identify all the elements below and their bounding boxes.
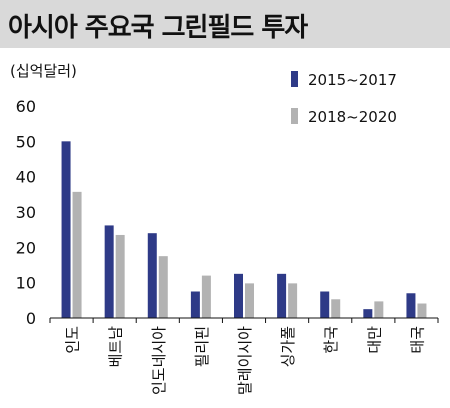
legend-label-2015-2017: 2015~2017	[308, 71, 397, 89]
y-tick-label: 60	[16, 97, 36, 116]
bar-series2-5	[288, 283, 298, 318]
bar-series1-4	[234, 273, 243, 318]
chart-title: 아시아 주요국 그린필드 투자	[8, 13, 308, 43]
y-axis: 0 10 20 30 40 50 60	[16, 97, 36, 328]
category-label: 인도	[64, 326, 82, 354]
y-tick-label: 10	[16, 274, 36, 293]
bar-series2-6	[331, 299, 341, 318]
category-label: 대만	[365, 326, 383, 354]
y-tick-label: 30	[16, 203, 36, 222]
legend: 2015~2017 2018~2020	[291, 71, 397, 126]
y-tick-label: 50	[16, 132, 36, 151]
category-label: 필리핀	[193, 326, 211, 367]
category-label: 싱가폴	[279, 326, 297, 367]
bar-series1-8	[406, 293, 416, 318]
y-tick-label: 0	[26, 309, 36, 328]
y-tick-label: 20	[16, 238, 36, 257]
unit-label: (십억달러)	[10, 62, 77, 80]
bar-series1-7	[363, 309, 373, 318]
bar-series2-1	[115, 234, 125, 318]
legend-label-2018-2020: 2018~2020	[308, 108, 397, 126]
category-label: 태국	[408, 326, 426, 354]
bar-series1-2	[147, 233, 157, 318]
x-axis: 인도 베트남 인도네시아 필리핀 말레이시아 싱가폴 한국 대만 태국	[64, 326, 427, 395]
legend-swatch-2015-2017	[291, 71, 298, 87]
title-bar: 아시아 주요국 그린필드 투자	[0, 0, 450, 48]
bar-series2-2	[158, 256, 168, 318]
bar-series2-0	[72, 191, 82, 318]
bar-series1-6	[320, 291, 330, 318]
category-label: 말레이시아	[236, 326, 254, 395]
bar-series1-3	[190, 291, 200, 318]
x-axis-ticks	[49, 318, 439, 323]
category-label: 한국	[322, 326, 340, 354]
category-label: 인도네시아	[150, 326, 168, 395]
bar-series1-5	[277, 273, 287, 318]
y-tick-label: 40	[16, 168, 36, 187]
bar-series1-1	[104, 225, 114, 318]
bar-series2-4	[245, 283, 254, 318]
bar-series2-7	[374, 301, 384, 318]
category-label: 베트남	[107, 326, 125, 368]
bars	[61, 141, 427, 318]
bar-series2-8	[417, 303, 427, 318]
bar-series1-0	[61, 141, 71, 318]
bar-series2-3	[201, 275, 211, 318]
legend-swatch-2018-2020	[291, 108, 298, 124]
